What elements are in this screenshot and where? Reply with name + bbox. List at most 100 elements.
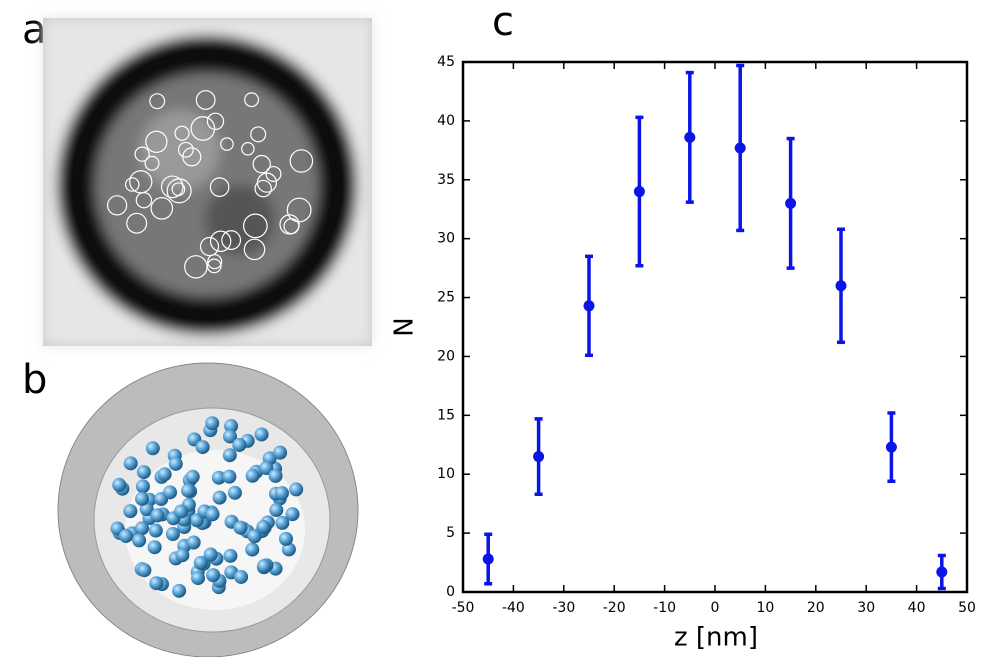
x-tick-label: 30 bbox=[857, 600, 875, 616]
plot-frame bbox=[461, 60, 969, 594]
particle-sphere bbox=[212, 490, 227, 505]
particle-sphere bbox=[157, 467, 172, 482]
y-tick-label: 10 bbox=[437, 466, 455, 482]
x-tick-label: -50 bbox=[452, 600, 475, 616]
particle-sphere bbox=[205, 507, 220, 522]
particle-sphere bbox=[289, 482, 304, 497]
particle-ring bbox=[265, 165, 282, 182]
particle-ring bbox=[254, 179, 272, 198]
particle-sphere bbox=[149, 576, 164, 591]
particle-ring bbox=[250, 126, 267, 143]
particle-sphere bbox=[119, 528, 134, 543]
particle-sphere bbox=[259, 460, 274, 475]
particle-sphere bbox=[234, 569, 249, 584]
particle-sphere bbox=[175, 548, 190, 563]
data-point bbox=[633, 186, 645, 198]
panel-label: c bbox=[492, 0, 514, 45]
particle-ring bbox=[160, 175, 184, 199]
data-point bbox=[533, 451, 545, 463]
particle-sphere bbox=[273, 445, 288, 460]
particle-sphere bbox=[123, 456, 138, 471]
particle-sphere bbox=[285, 507, 300, 522]
particle-ring bbox=[144, 155, 160, 171]
y-tick-label: 25 bbox=[437, 290, 455, 306]
data-point bbox=[684, 131, 696, 143]
y-tick-label: 20 bbox=[437, 348, 455, 364]
panel-label: a bbox=[22, 7, 47, 53]
particle-sphere bbox=[148, 523, 163, 538]
particle-sphere bbox=[168, 456, 183, 471]
particle-ring bbox=[243, 238, 266, 261]
particle-sphere bbox=[191, 571, 206, 586]
particle-ring bbox=[124, 177, 140, 192]
data-point bbox=[835, 280, 847, 292]
particle-sphere bbox=[222, 448, 237, 463]
particle-sphere bbox=[137, 563, 152, 578]
particle-ring bbox=[207, 254, 223, 270]
particle-ring bbox=[243, 213, 268, 239]
particle-sphere bbox=[278, 531, 293, 546]
particle-sphere bbox=[275, 486, 290, 501]
particle-ring bbox=[135, 192, 153, 209]
data-point bbox=[482, 553, 494, 565]
particle-ring bbox=[256, 172, 278, 193]
particle-ring bbox=[190, 116, 216, 141]
particle-ring bbox=[289, 149, 314, 173]
particle-ring bbox=[220, 137, 234, 151]
particle-ring bbox=[244, 92, 260, 108]
particle-sphere bbox=[256, 519, 271, 534]
particle-sphere bbox=[269, 503, 284, 518]
particle-ring bbox=[241, 142, 255, 156]
particle-ring bbox=[184, 255, 208, 279]
particle-sphere bbox=[150, 508, 165, 523]
particle-ring bbox=[206, 112, 225, 131]
particle-sphere bbox=[135, 479, 150, 494]
particle-sphere bbox=[245, 468, 260, 483]
particle-sphere bbox=[222, 469, 237, 484]
particle-ring bbox=[134, 146, 150, 162]
particle-sphere bbox=[224, 419, 239, 434]
particle-ring bbox=[149, 93, 166, 110]
x-tick-label: -10 bbox=[653, 600, 676, 616]
particle-sphere bbox=[223, 548, 238, 563]
y-tick-label: 0 bbox=[446, 584, 455, 600]
particle-sphere bbox=[185, 469, 200, 484]
x-tick-label: 50 bbox=[958, 600, 976, 616]
particle-ring bbox=[209, 177, 230, 197]
panel-label: b bbox=[22, 357, 47, 403]
micrograph bbox=[43, 18, 372, 346]
particle-sphere bbox=[205, 416, 220, 431]
particle-sphere bbox=[257, 558, 272, 573]
particle-ring bbox=[283, 218, 300, 235]
particle-sphere bbox=[132, 533, 147, 548]
x-tick-label: 40 bbox=[908, 600, 926, 616]
particle-sphere bbox=[203, 547, 218, 562]
y-tick-label: 35 bbox=[437, 172, 455, 188]
data-point bbox=[734, 142, 746, 154]
particle-sphere bbox=[281, 542, 296, 557]
y-tick-label: 45 bbox=[437, 54, 455, 70]
particle-sphere bbox=[123, 504, 138, 519]
particle-sphere bbox=[211, 470, 226, 485]
particle-ring bbox=[106, 195, 128, 216]
particle-ring bbox=[174, 125, 190, 141]
x-axis-label: z [nm] bbox=[674, 623, 758, 653]
y-tick-label: 30 bbox=[437, 231, 455, 247]
particle-ring bbox=[177, 141, 194, 158]
y-tick-label: 5 bbox=[446, 525, 455, 541]
particle-sphere bbox=[222, 429, 237, 444]
x-tick-label: -40 bbox=[502, 600, 525, 616]
reconstruction bbox=[57, 362, 359, 657]
particle-sphere bbox=[174, 504, 189, 519]
particle-ring bbox=[286, 197, 312, 223]
y-axis-label: N bbox=[390, 317, 420, 336]
particle-ring bbox=[252, 154, 271, 174]
particle-ring bbox=[126, 212, 148, 234]
y-tick-label: 15 bbox=[437, 407, 455, 423]
particle-sphere bbox=[227, 485, 242, 500]
particle-sphere bbox=[112, 477, 127, 492]
y-tick-label: 40 bbox=[437, 113, 455, 129]
particle-ring bbox=[195, 90, 216, 110]
particle-sphere bbox=[268, 468, 283, 483]
